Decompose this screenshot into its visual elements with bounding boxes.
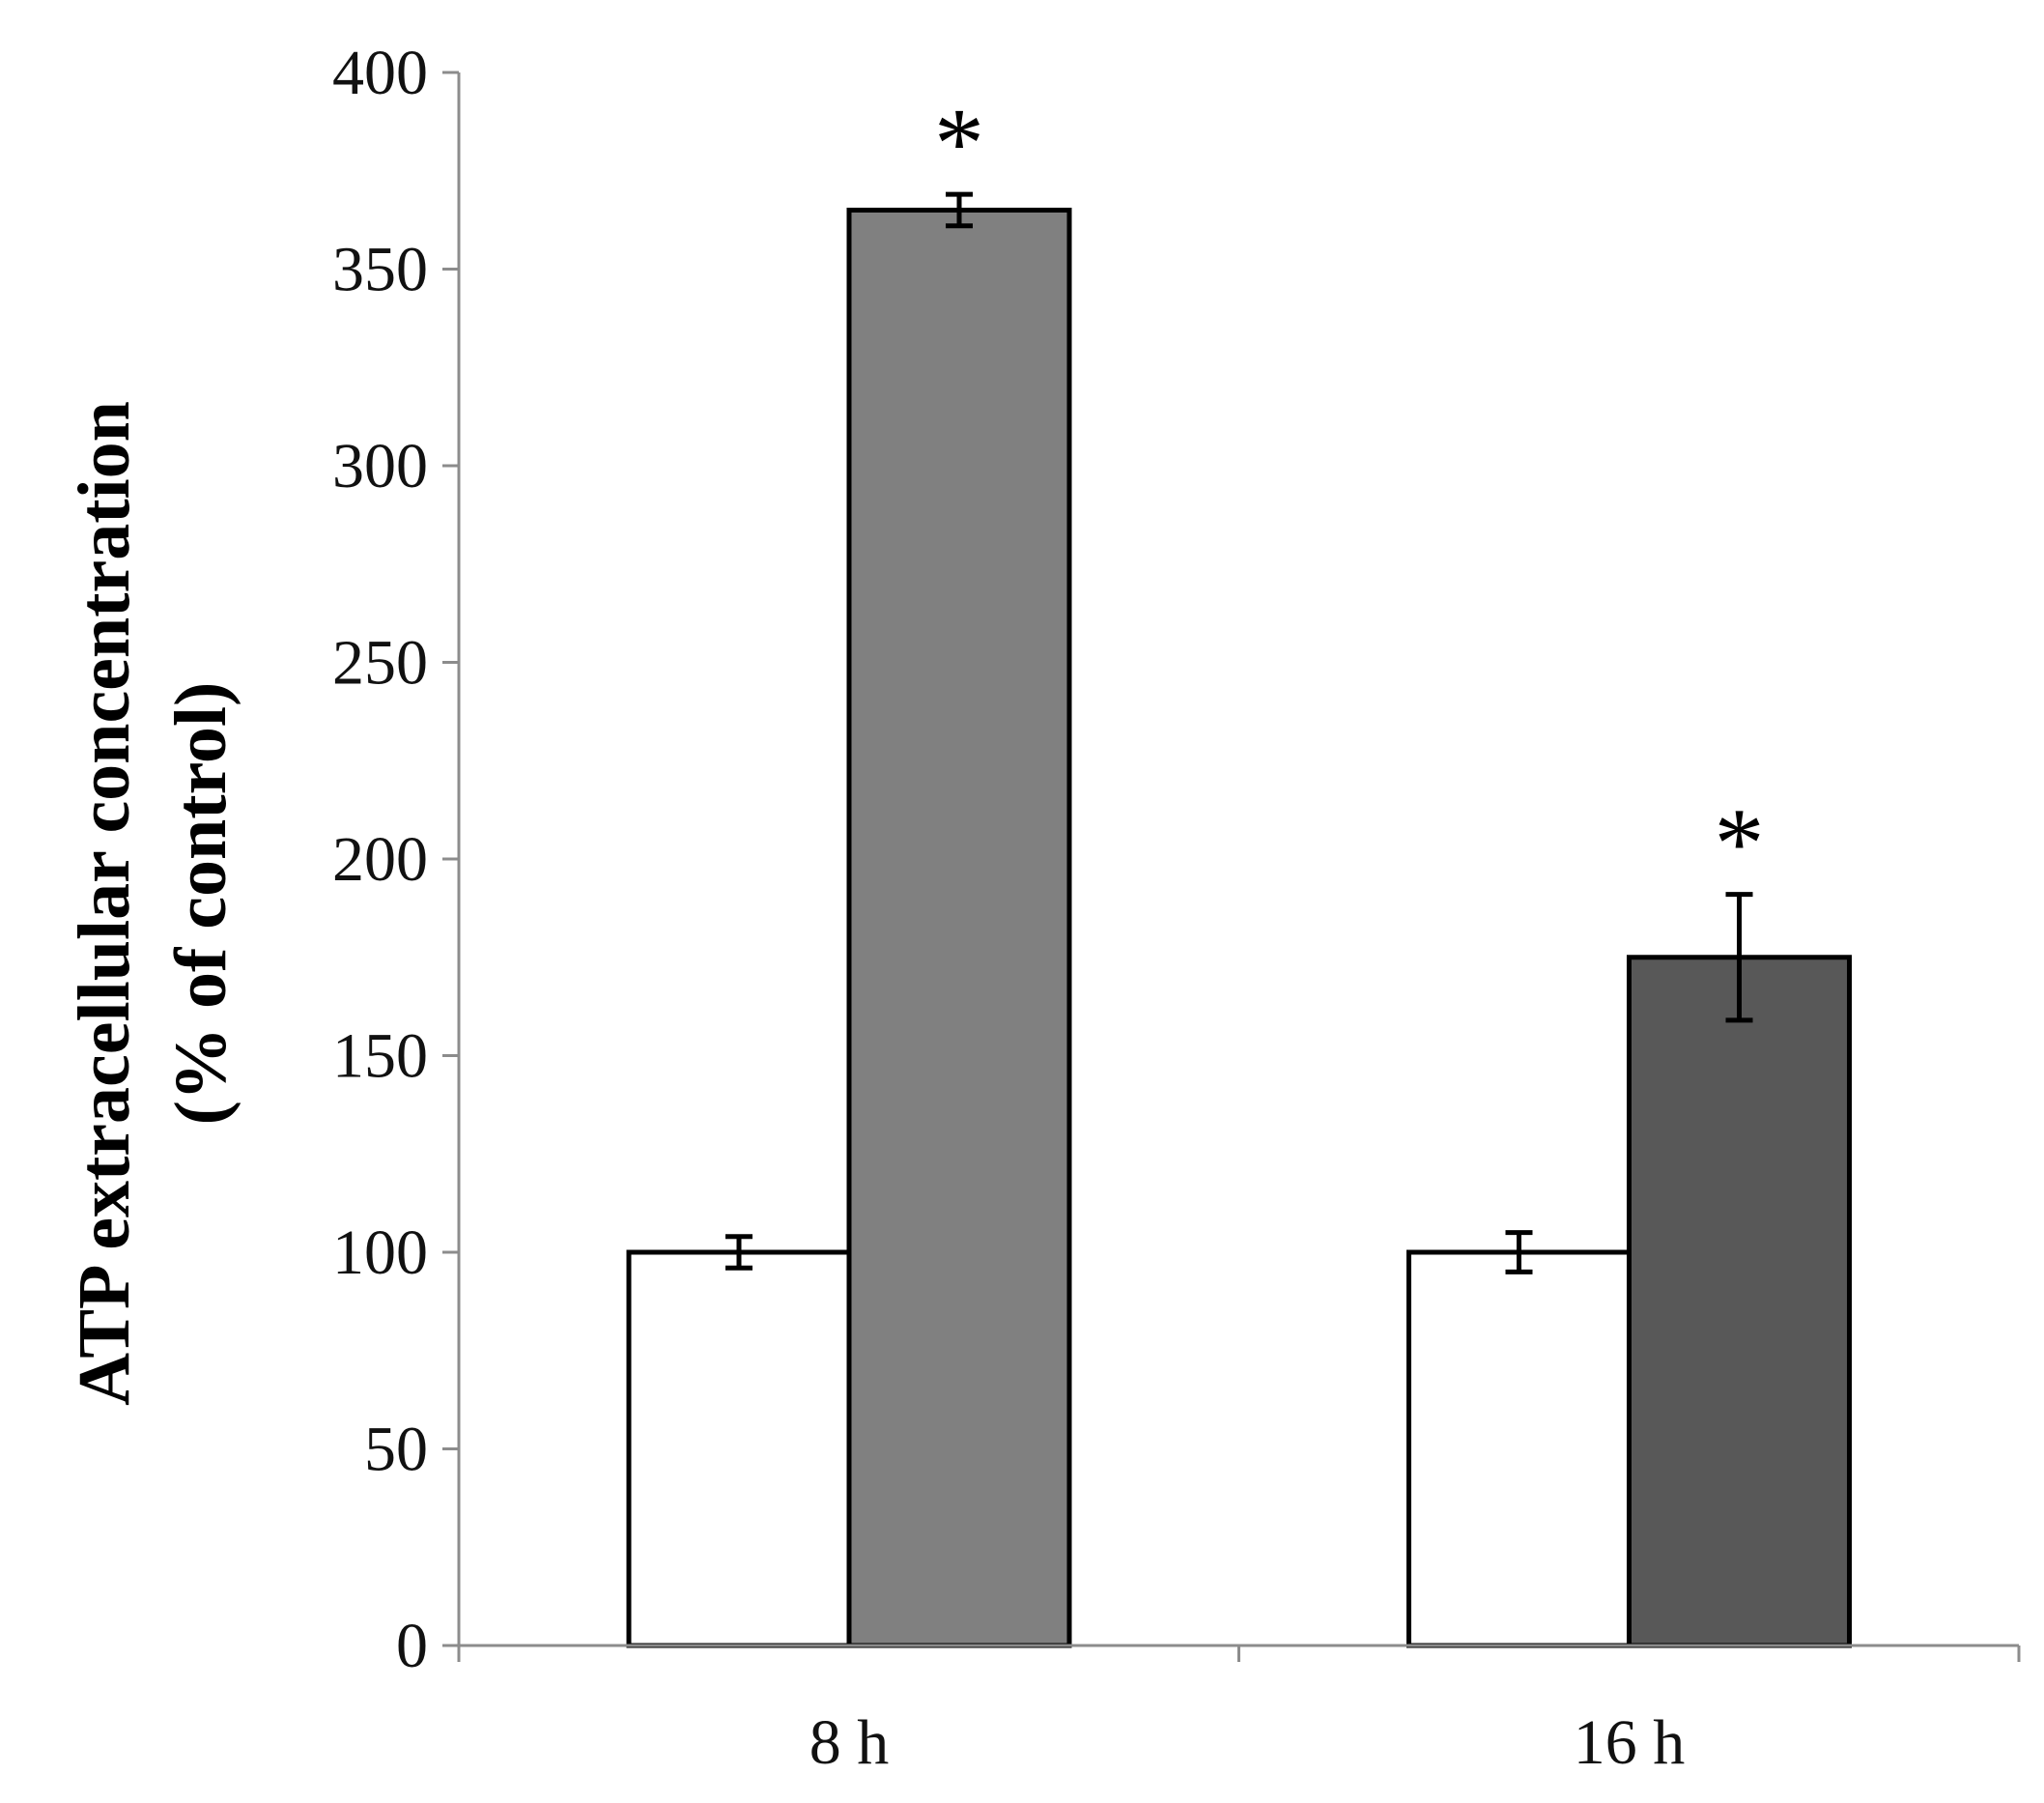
bar [1406, 1249, 1632, 1648]
error-bars [725, 191, 1753, 1274]
x-axis-ticks: 8 h 16 h [457, 1646, 2021, 1778]
y-tick-label: 350 [332, 235, 428, 305]
y-tick-label: 50 [364, 1415, 428, 1485]
y-tick-label: 250 [332, 628, 428, 699]
significance-markers: ** [934, 88, 1765, 899]
significance-asterisk: * [1715, 788, 1765, 900]
y-axis-ticks: 0 50 100 150 200 250 300 350 400 [332, 38, 459, 1681]
y-axis-label-line2: (% of control) [160, 682, 241, 1126]
y-axis-label-line1: ATP extracellular concentration [64, 401, 145, 1406]
y-tick-label: 100 [332, 1217, 428, 1288]
y-tick-label: 150 [332, 1021, 428, 1092]
y-tick-label: 200 [332, 824, 428, 895]
bars [626, 207, 1852, 1648]
y-tick-label: 300 [332, 431, 428, 501]
x-tick-label: 16 h [1574, 1707, 1686, 1778]
y-tick-label: 0 [396, 1611, 428, 1681]
significance-asterisk: * [934, 88, 984, 199]
y-axis-label: ATP extracellular concentration (% of co… [64, 401, 241, 1406]
y-tick-label: 400 [332, 38, 428, 108]
bar [626, 1249, 852, 1648]
bar [1627, 955, 1852, 1648]
bar [846, 207, 1072, 1648]
x-tick-label: 8 h [809, 1707, 890, 1778]
